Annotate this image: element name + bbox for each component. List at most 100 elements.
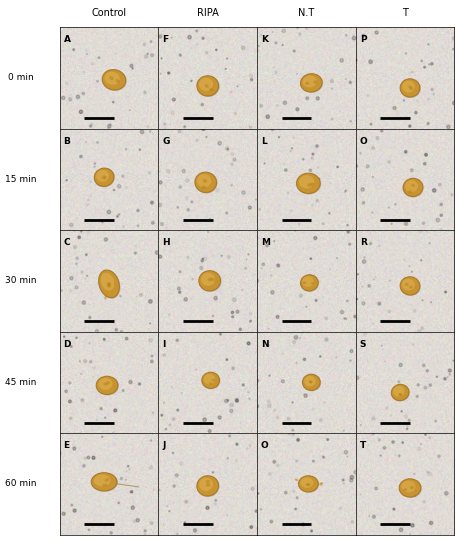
Circle shape	[372, 146, 375, 150]
Ellipse shape	[303, 281, 307, 284]
Ellipse shape	[402, 279, 415, 291]
Circle shape	[160, 73, 162, 74]
Ellipse shape	[195, 172, 217, 192]
Circle shape	[200, 487, 202, 489]
Circle shape	[76, 263, 77, 265]
Circle shape	[429, 242, 430, 244]
Ellipse shape	[205, 84, 209, 88]
Circle shape	[298, 187, 301, 190]
Circle shape	[76, 337, 77, 339]
Circle shape	[167, 170, 170, 173]
Ellipse shape	[209, 87, 213, 91]
Circle shape	[108, 124, 111, 128]
Circle shape	[140, 293, 142, 296]
Circle shape	[412, 71, 413, 73]
Circle shape	[453, 37, 455, 40]
Circle shape	[391, 415, 392, 416]
Circle shape	[248, 206, 252, 209]
Ellipse shape	[91, 472, 118, 492]
Circle shape	[118, 528, 119, 529]
Circle shape	[131, 506, 134, 509]
Circle shape	[389, 280, 390, 281]
Ellipse shape	[301, 275, 319, 292]
Circle shape	[229, 236, 230, 237]
Circle shape	[346, 78, 347, 80]
Circle shape	[158, 203, 162, 207]
Circle shape	[236, 443, 238, 446]
Circle shape	[139, 383, 140, 385]
Circle shape	[147, 126, 149, 127]
Ellipse shape	[402, 80, 415, 92]
Circle shape	[424, 163, 426, 165]
Circle shape	[424, 386, 427, 389]
Circle shape	[150, 323, 151, 324]
Ellipse shape	[203, 179, 207, 183]
Circle shape	[302, 523, 305, 526]
Circle shape	[289, 423, 291, 425]
Circle shape	[398, 381, 399, 383]
Ellipse shape	[197, 76, 218, 96]
Circle shape	[172, 98, 175, 101]
Circle shape	[266, 244, 268, 247]
Circle shape	[107, 210, 111, 214]
Circle shape	[256, 237, 258, 239]
Circle shape	[144, 530, 146, 532]
Circle shape	[256, 528, 257, 529]
Ellipse shape	[398, 394, 402, 396]
Circle shape	[271, 275, 272, 276]
Ellipse shape	[109, 76, 113, 80]
Circle shape	[283, 101, 286, 104]
Circle shape	[185, 500, 188, 503]
Circle shape	[151, 360, 153, 363]
Circle shape	[134, 252, 136, 254]
Ellipse shape	[298, 476, 319, 493]
Circle shape	[202, 258, 203, 259]
Ellipse shape	[307, 183, 312, 187]
Circle shape	[282, 353, 283, 354]
Circle shape	[319, 418, 322, 422]
Circle shape	[343, 483, 345, 484]
Circle shape	[399, 363, 402, 367]
Circle shape	[100, 407, 102, 410]
Circle shape	[362, 35, 364, 37]
Circle shape	[248, 254, 249, 255]
Circle shape	[311, 450, 312, 451]
Circle shape	[432, 188, 436, 192]
Circle shape	[366, 165, 369, 168]
Circle shape	[273, 461, 276, 463]
Circle shape	[274, 409, 276, 411]
Ellipse shape	[401, 481, 415, 492]
Circle shape	[118, 214, 120, 215]
Circle shape	[87, 275, 88, 276]
Circle shape	[83, 464, 85, 467]
Circle shape	[314, 237, 317, 240]
Text: L: L	[261, 137, 267, 146]
Circle shape	[440, 203, 442, 206]
Circle shape	[266, 115, 269, 118]
Ellipse shape	[107, 282, 111, 287]
Ellipse shape	[199, 78, 213, 91]
Circle shape	[409, 266, 410, 267]
Circle shape	[239, 328, 241, 330]
Circle shape	[316, 199, 319, 202]
Circle shape	[130, 491, 133, 493]
Circle shape	[190, 48, 192, 49]
Circle shape	[444, 377, 446, 380]
Circle shape	[284, 164, 285, 165]
Circle shape	[191, 80, 192, 82]
Circle shape	[206, 136, 207, 138]
Circle shape	[150, 522, 153, 524]
Text: M: M	[261, 238, 270, 247]
Circle shape	[405, 117, 408, 119]
Circle shape	[336, 258, 338, 259]
Circle shape	[245, 267, 246, 269]
Circle shape	[90, 361, 92, 363]
Circle shape	[73, 49, 75, 51]
Circle shape	[126, 149, 127, 150]
Text: 15 min: 15 min	[5, 175, 37, 184]
Ellipse shape	[301, 74, 323, 93]
Circle shape	[319, 178, 320, 179]
Circle shape	[227, 400, 229, 401]
Circle shape	[150, 131, 151, 132]
Circle shape	[351, 521, 353, 523]
